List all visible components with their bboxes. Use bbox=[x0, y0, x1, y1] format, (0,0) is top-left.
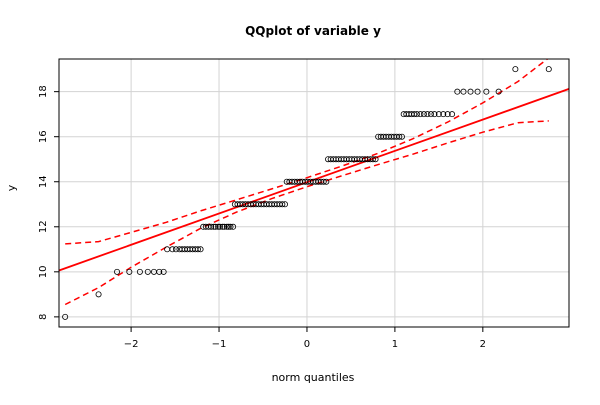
data-point bbox=[144, 268, 151, 275]
y-tick-label: 14 bbox=[38, 175, 49, 188]
data-point bbox=[369, 156, 376, 163]
data-point bbox=[114, 268, 121, 275]
data-point bbox=[169, 246, 176, 253]
data-point bbox=[545, 66, 552, 73]
x-tick-label: −1 bbox=[212, 339, 227, 350]
data-point bbox=[420, 111, 427, 118]
data-point bbox=[483, 88, 490, 95]
data-point bbox=[208, 223, 215, 230]
data-point bbox=[197, 246, 204, 253]
confidence-band bbox=[64, 59, 549, 306]
x-tick-label: 2 bbox=[480, 339, 486, 350]
data-point bbox=[172, 246, 179, 253]
data-point bbox=[194, 246, 201, 253]
y-tick-label: 16 bbox=[38, 130, 49, 143]
data-point bbox=[411, 111, 418, 118]
x-axis-label: norm quantiles bbox=[272, 371, 355, 384]
x-tick-label: −2 bbox=[124, 339, 139, 350]
y-tick-label: 8 bbox=[38, 314, 49, 320]
data-point bbox=[460, 88, 467, 95]
data-point bbox=[210, 223, 217, 230]
data-point bbox=[219, 223, 226, 230]
data-point bbox=[279, 201, 286, 208]
data-point bbox=[320, 178, 327, 185]
data-point bbox=[136, 268, 143, 275]
data-point bbox=[424, 111, 431, 118]
data-point bbox=[512, 66, 519, 73]
data-points bbox=[62, 66, 552, 320]
data-point bbox=[417, 111, 424, 118]
data-point bbox=[215, 223, 222, 230]
data-point bbox=[62, 313, 69, 320]
data-point bbox=[396, 133, 403, 140]
confidence-band-lower bbox=[64, 120, 549, 306]
data-point bbox=[126, 268, 133, 275]
data-point bbox=[230, 223, 237, 230]
data-point bbox=[160, 268, 167, 275]
grid-lines bbox=[59, 59, 569, 327]
data-point bbox=[156, 268, 163, 275]
y-axis-label: y bbox=[5, 184, 18, 191]
data-point bbox=[221, 223, 228, 230]
chart-title: QQplot of variable y bbox=[245, 24, 381, 38]
y-tick-label: 10 bbox=[38, 265, 49, 278]
y-tick-label: 18 bbox=[38, 85, 49, 98]
data-point bbox=[216, 223, 223, 230]
data-point bbox=[372, 156, 379, 163]
data-point bbox=[95, 291, 102, 298]
data-point bbox=[495, 88, 502, 95]
data-point bbox=[413, 111, 420, 118]
y-tick-label: 12 bbox=[38, 220, 49, 233]
data-point bbox=[440, 111, 447, 118]
data-point bbox=[225, 223, 232, 230]
data-point bbox=[281, 201, 288, 208]
data-point bbox=[323, 178, 330, 185]
data-point bbox=[227, 223, 234, 230]
data-point bbox=[398, 133, 405, 140]
data-point bbox=[467, 88, 474, 95]
data-point bbox=[474, 88, 481, 95]
confidence-band-upper bbox=[65, 59, 549, 245]
data-point bbox=[449, 111, 456, 118]
data-point bbox=[431, 111, 438, 118]
x-tick-label: 1 bbox=[392, 339, 398, 350]
data-point bbox=[444, 111, 451, 118]
plot-frame bbox=[58, 58, 570, 328]
data-point bbox=[223, 223, 230, 230]
data-point bbox=[435, 111, 442, 118]
data-point bbox=[427, 111, 434, 118]
data-point bbox=[454, 88, 461, 95]
data-point bbox=[212, 223, 219, 230]
x-tick-label: 0 bbox=[304, 339, 310, 350]
